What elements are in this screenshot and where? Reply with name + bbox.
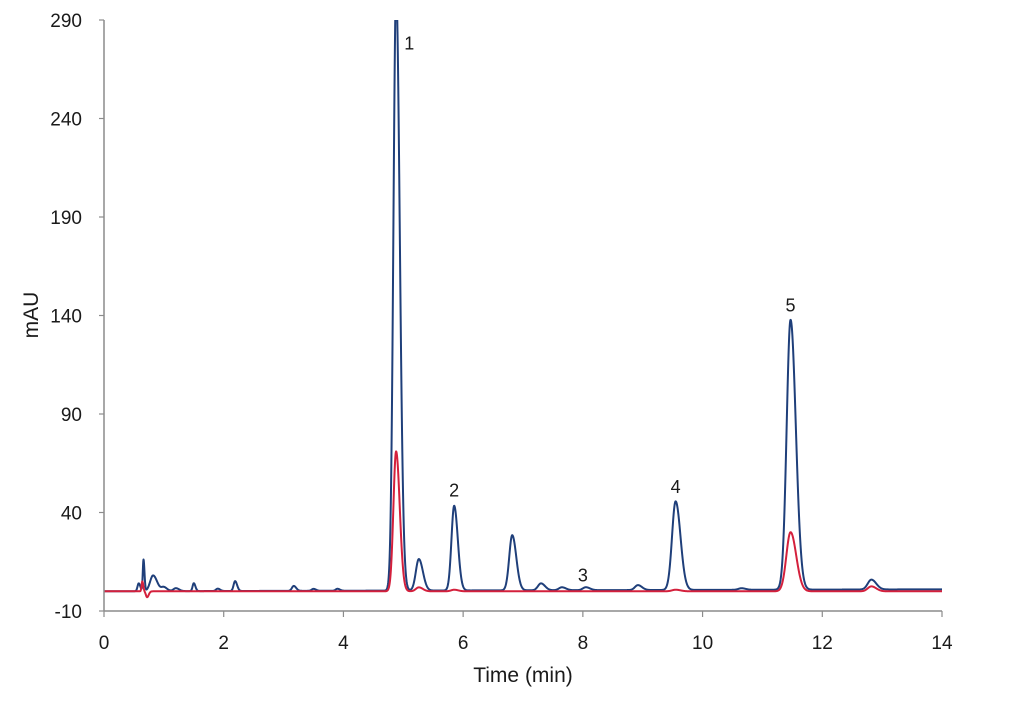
peak-label-4: 4 <box>671 477 681 497</box>
peak-labels: 1 2 3 4 5 <box>404 34 795 586</box>
peak-label-5: 5 <box>786 296 796 316</box>
y-tick-label: 240 <box>50 110 82 131</box>
x-tick-label: 8 <box>578 633 589 654</box>
peak-label-3: 3 <box>578 565 588 585</box>
chart-traces <box>104 20 943 599</box>
y-tick-label: -10 <box>55 602 82 623</box>
peak-label-2: 2 <box>449 481 459 501</box>
x-tick-label: 2 <box>218 633 229 654</box>
x-tick-label: 10 <box>692 633 713 654</box>
y-tick-label: 190 <box>50 208 82 229</box>
blue-trace-line <box>104 20 943 593</box>
x-tick-label: 14 <box>931 633 953 654</box>
red-trace-line <box>104 450 943 599</box>
peak-label-1: 1 <box>404 34 414 54</box>
y-axis-title: mAU <box>20 292 43 339</box>
y-tick-label: 90 <box>61 405 82 426</box>
x-tick-label: 6 <box>458 633 469 654</box>
x-axis-title: Time (min) <box>473 664 573 687</box>
y-tick-label: 40 <box>61 504 82 525</box>
x-tick-label: 12 <box>812 633 833 654</box>
chart-axes <box>103 20 942 612</box>
y-tick-label: 140 <box>50 307 82 328</box>
x-axis-ticks: 0 2 4 6 8 10 12 14 <box>99 611 953 654</box>
x-tick-label: 4 <box>338 633 349 654</box>
x-tick-label: 0 <box>99 633 110 654</box>
y-axis-ticks: -10 40 90 140 190 240 290 <box>50 11 104 623</box>
y-tick-label: 290 <box>50 11 82 32</box>
